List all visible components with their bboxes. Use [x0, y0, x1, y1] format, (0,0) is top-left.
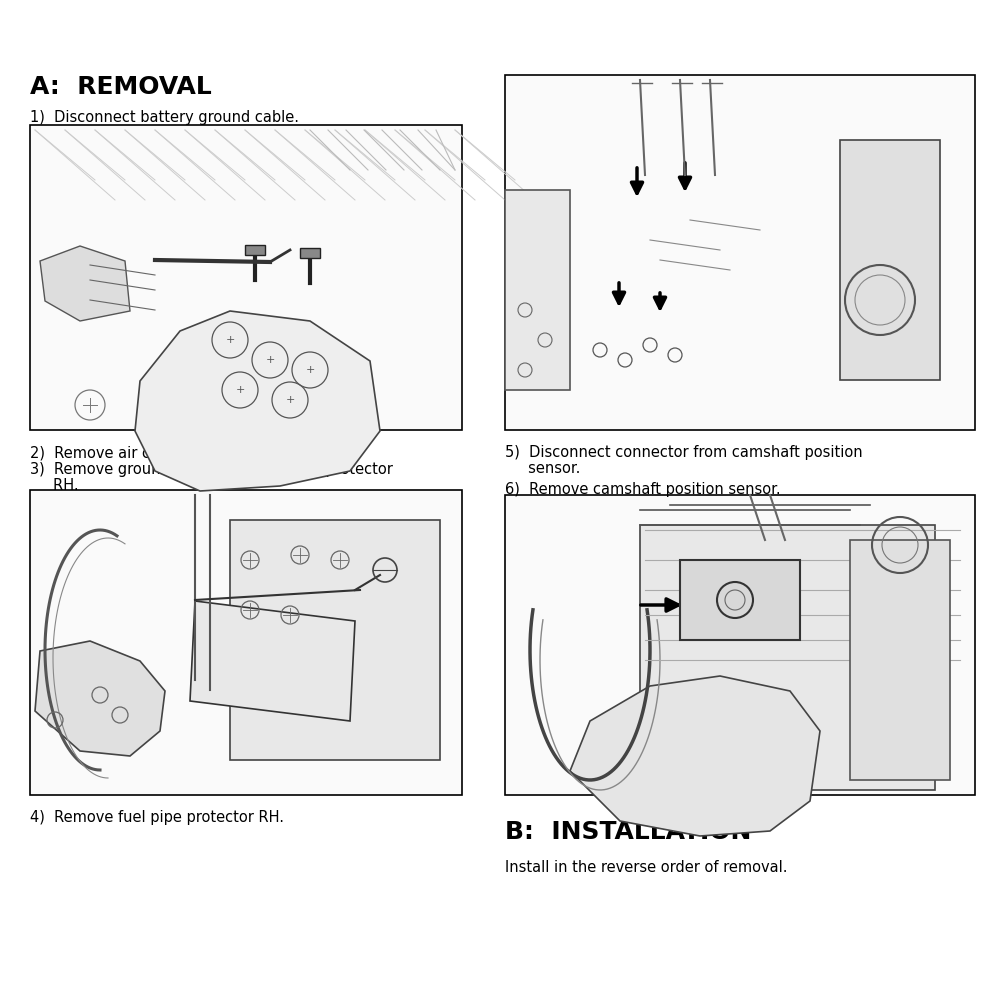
Text: +: + — [225, 335, 234, 345]
Bar — [680, 560, 800, 640]
Text: +: + — [305, 365, 314, 375]
Polygon shape — [135, 311, 380, 491]
Text: +: + — [235, 385, 244, 395]
Text: 3)  Remove ground cable from fuel pipe protector: 3) Remove ground cable from fuel pipe pr… — [30, 462, 392, 477]
Polygon shape — [35, 641, 165, 756]
Bar — [230, 520, 440, 760]
Bar — [505, 495, 975, 795]
Bar — [840, 140, 940, 380]
Text: 6)  Remove camshaft position sensor.: 6) Remove camshaft position sensor. — [505, 482, 781, 497]
Text: +: + — [265, 355, 274, 365]
Polygon shape — [40, 246, 130, 321]
Bar — [640, 525, 935, 790]
Text: +: + — [285, 395, 294, 405]
Bar — [30, 125, 462, 430]
Bar — [505, 190, 570, 390]
Bar — [850, 540, 950, 780]
Text: B:  INSTALLATION: B: INSTALLATION — [505, 820, 752, 844]
Text: Install in the reverse order of removal.: Install in the reverse order of removal. — [505, 860, 788, 875]
Polygon shape — [190, 601, 355, 721]
Text: 5)  Disconnect connector from camshaft position: 5) Disconnect connector from camshaft po… — [505, 445, 863, 460]
Text: 1)  Disconnect battery ground cable.: 1) Disconnect battery ground cable. — [30, 110, 299, 125]
Bar — [300, 248, 320, 258]
Text: 4)  Remove fuel pipe protector RH.: 4) Remove fuel pipe protector RH. — [30, 810, 284, 825]
Bar — [505, 75, 975, 430]
Text: 2)  Remove air cleaner.: 2) Remove air cleaner. — [30, 445, 200, 460]
Polygon shape — [570, 676, 820, 836]
Text: A:  REMOVAL: A: REMOVAL — [30, 75, 212, 99]
Text: RH.: RH. — [30, 478, 79, 493]
Bar — [245, 245, 265, 255]
Bar — [30, 490, 462, 795]
Text: sensor.: sensor. — [505, 461, 581, 476]
